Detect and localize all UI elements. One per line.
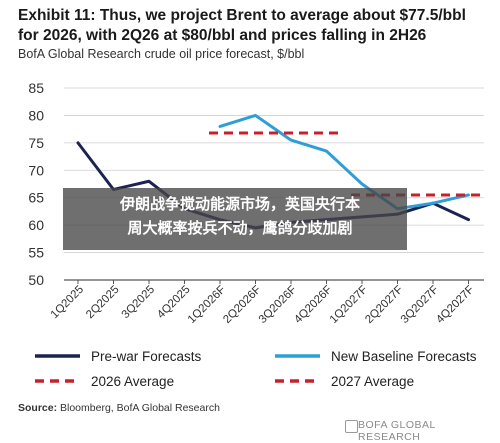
x-tick-label-2: 3Q2025 (120, 284, 157, 321)
y-tick-label-80: 80 (28, 107, 44, 123)
x-tick-label-5: 2Q2026F (221, 284, 263, 326)
legend: Pre-war Forecasts New Baseline Forecasts 2… (35, 349, 477, 389)
x-tick-label-9: 2Q2027F (363, 284, 405, 326)
x-tick-label-8: 1Q2027F (328, 284, 370, 326)
headline-line-2: 周大概率按兵不动，鹰鸽分歧加剧 (70, 216, 410, 240)
watermark: BOFA GLOBAL RESEARCH (358, 419, 500, 443)
headline-line-1: 伊朗战争搅动能源市场，英国央行本 (70, 192, 410, 216)
headline-overlay-text: 伊朗战争搅动能源市场，英国央行本 周大概率按兵不动，鹰鸽分歧加剧 (70, 192, 410, 240)
x-tick-label-1: 2Q2025 (84, 284, 121, 321)
y-tick-label-75: 75 (28, 135, 44, 151)
x-tick-label-6: 3Q2026F (257, 284, 299, 326)
legend-label-0: Pre-war Forecasts (91, 349, 202, 364)
y-tick-label-85: 85 (28, 80, 44, 96)
legend-label-3: 2027 Average (331, 374, 414, 389)
x-tick-label-11: 4Q2027F (434, 284, 476, 326)
gridlines (64, 88, 484, 280)
legend-label-1: New Baseline Forecasts (331, 349, 477, 364)
y-tick-label-55: 55 (28, 245, 44, 261)
y-tick-label-50: 50 (28, 272, 44, 288)
watermark-logo-icon (345, 420, 358, 433)
x-tick-label-4: 1Q2026F (186, 284, 228, 326)
x-axis-ticks: 1Q20252Q20253Q20254Q20251Q2026F2Q2026F3Q… (49, 280, 477, 326)
source-note: Source: Bloomberg, BofA Global Research (18, 402, 220, 414)
x-tick-label-7: 4Q2026F (292, 284, 334, 326)
source-text: Bloomberg, BofA Global Research (57, 402, 220, 414)
y-tick-label-70: 70 (28, 162, 44, 178)
y-axis-ticks: 50 55 60 65 70 75 80 85 (28, 80, 44, 288)
source-label: Source: (18, 402, 57, 414)
y-tick-label-60: 60 (28, 217, 44, 233)
x-tick-label-10: 3Q2027F (399, 284, 441, 326)
x-tick-label-0: 1Q2025 (49, 284, 86, 321)
legend-label-2: 2026 Average (91, 374, 174, 389)
y-tick-label-65: 65 (28, 190, 44, 206)
